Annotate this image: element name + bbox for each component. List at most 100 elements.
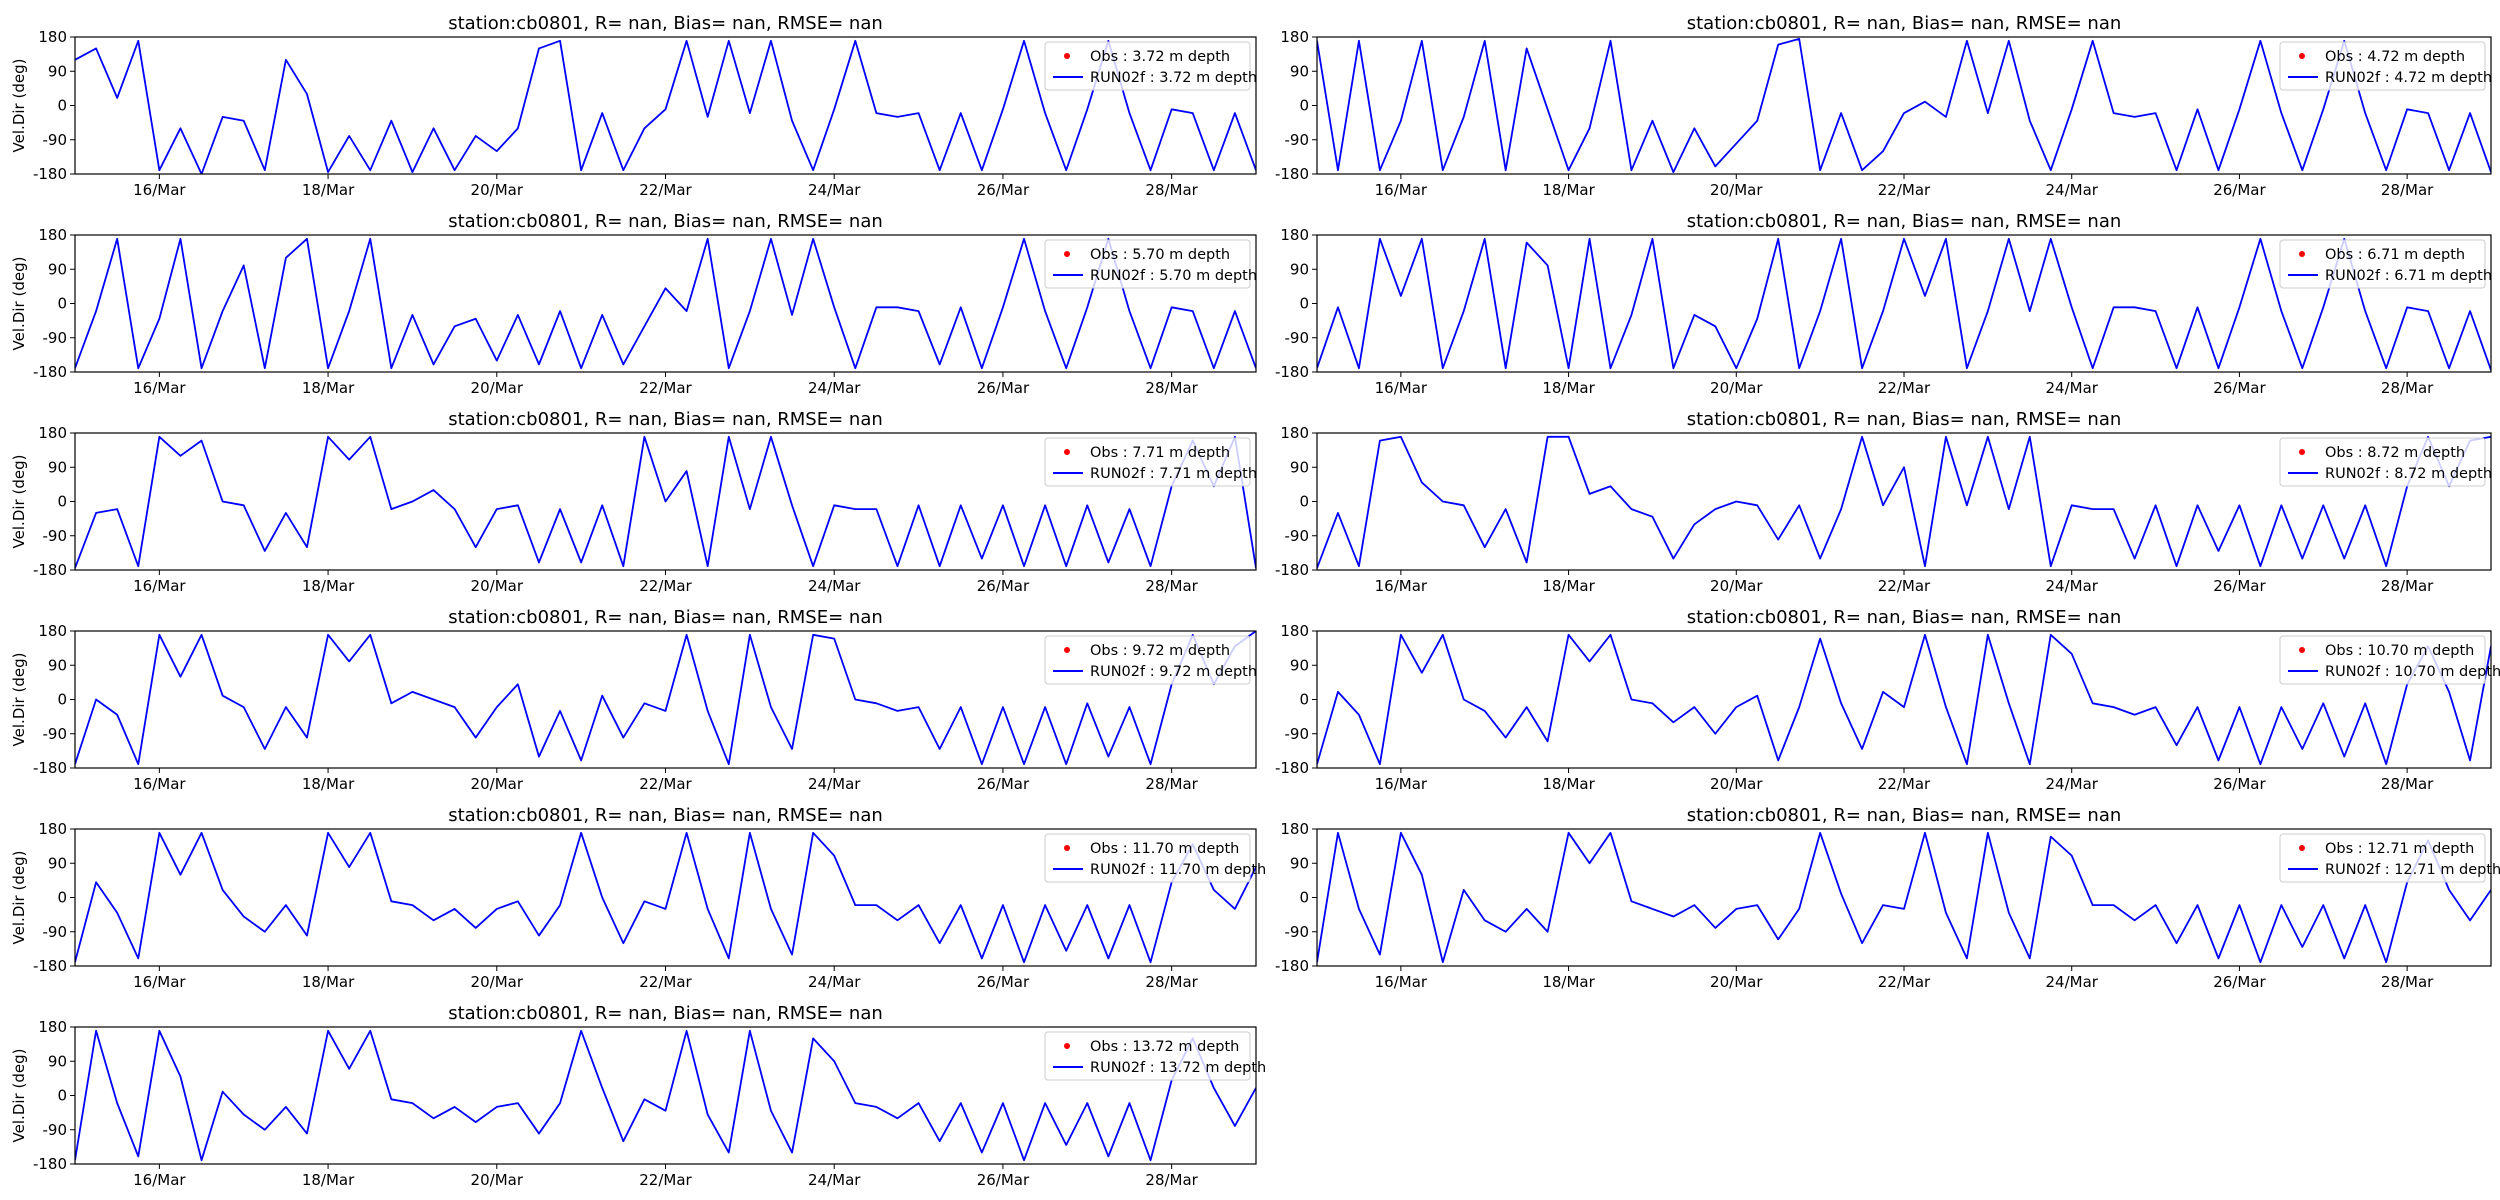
legend-entry-model: RUN02f : 11.70 m depth xyxy=(1090,862,1266,878)
x-tick-label: 22/Mar xyxy=(1878,973,1931,991)
subplot-4: station:cb0801, R= nan, Bias= nan, RMSE=… xyxy=(1275,211,2492,397)
x-tick-label: 24/Mar xyxy=(808,775,861,793)
y-tick-label: -180 xyxy=(33,759,67,777)
subplot-title: station:cb0801, R= nan, Bias= nan, RMSE=… xyxy=(1687,805,2122,826)
x-tick-label: 26/Mar xyxy=(977,379,1030,397)
x-tick-label: 28/Mar xyxy=(1145,181,1198,199)
legend-entry-obs: Obs : 3.72 m depth xyxy=(1090,49,1230,65)
x-tick-label: 18/Mar xyxy=(1542,577,1595,595)
x-tick-label: 16/Mar xyxy=(1375,973,1428,991)
x-tick-label: 28/Mar xyxy=(2381,973,2434,991)
subplot-title: station:cb0801, R= nan, Bias= nan, RMSE=… xyxy=(448,805,883,826)
y-tick-label: -180 xyxy=(1275,561,1309,579)
series-line-2 xyxy=(1317,633,2491,766)
legend-entry-obs: Obs : 9.72 m depth xyxy=(1090,643,1230,659)
x-tick-label: 20/Mar xyxy=(471,1171,524,1189)
y-axis-label: Vel.Dir (deg) xyxy=(10,1049,28,1143)
subplot-7: station:cb0801, R= nan, Bias= nan, RMSE=… xyxy=(10,607,1257,793)
x-tick-label: 20/Mar xyxy=(471,379,524,397)
x-tick-label: 22/Mar xyxy=(1878,775,1931,793)
legend-entry-model: RUN02f : 12.71 m depth xyxy=(2325,862,2500,878)
x-tick-label: 22/Mar xyxy=(639,379,692,397)
x-tick-label: 20/Mar xyxy=(1710,775,1763,793)
subplot-title: station:cb0801, R= nan, Bias= nan, RMSE=… xyxy=(448,1003,883,1024)
legend-entry-model: RUN02f : 9.72 m depth xyxy=(1090,664,1257,680)
y-axis-label: Vel.Dir (deg) xyxy=(10,59,28,153)
y-tick-label: -90 xyxy=(43,131,68,149)
legend-marker-obs xyxy=(1064,251,1070,257)
x-tick-label: 26/Mar xyxy=(2213,181,2266,199)
y-tick-label: 0 xyxy=(57,691,67,709)
legend: Obs : 9.72 m depth RUN02f : 9.72 m depth xyxy=(1044,635,1257,685)
legend-marker-obs xyxy=(1064,53,1070,59)
x-tick-label: 22/Mar xyxy=(1878,379,1931,397)
x-tick-label: 18/Mar xyxy=(302,379,355,397)
x-tick-label: 26/Mar xyxy=(977,181,1030,199)
x-tick-label: 28/Mar xyxy=(2381,379,2434,397)
x-tick-label: 18/Mar xyxy=(302,973,355,991)
y-tick-label: 0 xyxy=(1299,97,1309,115)
x-tick-label: 26/Mar xyxy=(2213,973,2266,991)
y-tick-label: 0 xyxy=(57,1087,67,1105)
x-tick-label: 16/Mar xyxy=(133,1171,186,1189)
x-tick-label: 28/Mar xyxy=(1145,973,1198,991)
y-tick-label: 180 xyxy=(38,1018,67,1036)
y-tick-label: 180 xyxy=(38,226,67,244)
legend: Obs : 8.72 m depth RUN02f : 8.72 m depth xyxy=(2279,437,2492,487)
legend: Obs : 12.71 m depth RUN02f : 12.71 m dept… xyxy=(2279,833,2500,883)
x-tick-label: 20/Mar xyxy=(471,973,524,991)
legend-marker-obs xyxy=(2299,647,2305,653)
y-tick-label: -90 xyxy=(1285,923,1310,941)
legend-entry-obs: Obs : 10.70 m depth xyxy=(2325,643,2474,659)
x-tick-label: 28/Mar xyxy=(1145,577,1198,595)
legend-marker-obs xyxy=(1064,449,1070,455)
legend-entry-obs: Obs : 11.70 m depth xyxy=(1090,841,1239,857)
legend-entry-model: RUN02f : 4.72 m depth xyxy=(2325,70,2492,86)
y-tick-label: -90 xyxy=(43,1121,68,1139)
y-tick-label: 90 xyxy=(48,260,67,278)
legend-entry-model: RUN02f : 10.70 m depth xyxy=(2325,664,2500,680)
y-tick-label: 90 xyxy=(1290,854,1309,872)
series-line-2 xyxy=(75,1029,1256,1162)
x-tick-label: 20/Mar xyxy=(1710,577,1763,595)
x-tick-label: 24/Mar xyxy=(808,1171,861,1189)
legend-entry-obs: Obs : 8.72 m depth xyxy=(2325,445,2465,461)
y-tick-label: 180 xyxy=(1280,28,1309,46)
x-tick-label: 22/Mar xyxy=(639,577,692,595)
x-tick-label: 26/Mar xyxy=(977,1171,1030,1189)
x-tick-label: 16/Mar xyxy=(133,973,186,991)
y-tick-label: 180 xyxy=(1280,424,1309,442)
x-tick-label: 26/Mar xyxy=(2213,775,2266,793)
x-tick-label: 20/Mar xyxy=(471,577,524,595)
subplot-2: station:cb0801, R= nan, Bias= nan, RMSE=… xyxy=(1275,13,2492,199)
y-tick-label: 90 xyxy=(1290,458,1309,476)
legend: Obs : 11.70 m depth RUN02f : 11.70 m dept… xyxy=(1044,833,1266,883)
legend-entry-obs: Obs : 6.71 m depth xyxy=(2325,247,2465,263)
series-line-2 xyxy=(1317,435,2491,569)
legend-entry-obs: Obs : 12.71 m depth xyxy=(2325,841,2474,857)
subplot-1: station:cb0801, R= nan, Bias= nan, RMSE=… xyxy=(10,13,1257,199)
y-tick-label: -90 xyxy=(43,527,68,545)
y-tick-label: 90 xyxy=(48,62,67,80)
y-tick-label: 180 xyxy=(38,28,67,46)
legend: Obs : 5.70 m depth RUN02f : 5.70 m depth xyxy=(1044,239,1257,289)
x-tick-label: 28/Mar xyxy=(2381,577,2434,595)
y-axis-label: Vel.Dir (deg) xyxy=(10,851,28,945)
series-line-2 xyxy=(1317,237,2491,371)
x-tick-label: 20/Mar xyxy=(1710,973,1763,991)
x-tick-label: 22/Mar xyxy=(639,1171,692,1189)
y-tick-label: 180 xyxy=(1280,820,1309,838)
y-tick-label: 180 xyxy=(38,424,67,442)
subplot-8: station:cb0801, R= nan, Bias= nan, RMSE=… xyxy=(1275,607,2500,793)
series-line-2 xyxy=(1317,831,2491,964)
x-tick-label: 26/Mar xyxy=(2213,379,2266,397)
x-tick-label: 24/Mar xyxy=(2045,577,2098,595)
subplot-title: station:cb0801, R= nan, Bias= nan, RMSE=… xyxy=(448,211,883,232)
legend-marker-obs xyxy=(1064,647,1070,653)
x-tick-label: 18/Mar xyxy=(1542,379,1595,397)
legend: Obs : 7.71 m depth RUN02f : 7.71 m depth xyxy=(1044,437,1257,487)
x-tick-label: 24/Mar xyxy=(2045,775,2098,793)
y-tick-label: -90 xyxy=(43,725,68,743)
x-tick-label: 18/Mar xyxy=(302,577,355,595)
